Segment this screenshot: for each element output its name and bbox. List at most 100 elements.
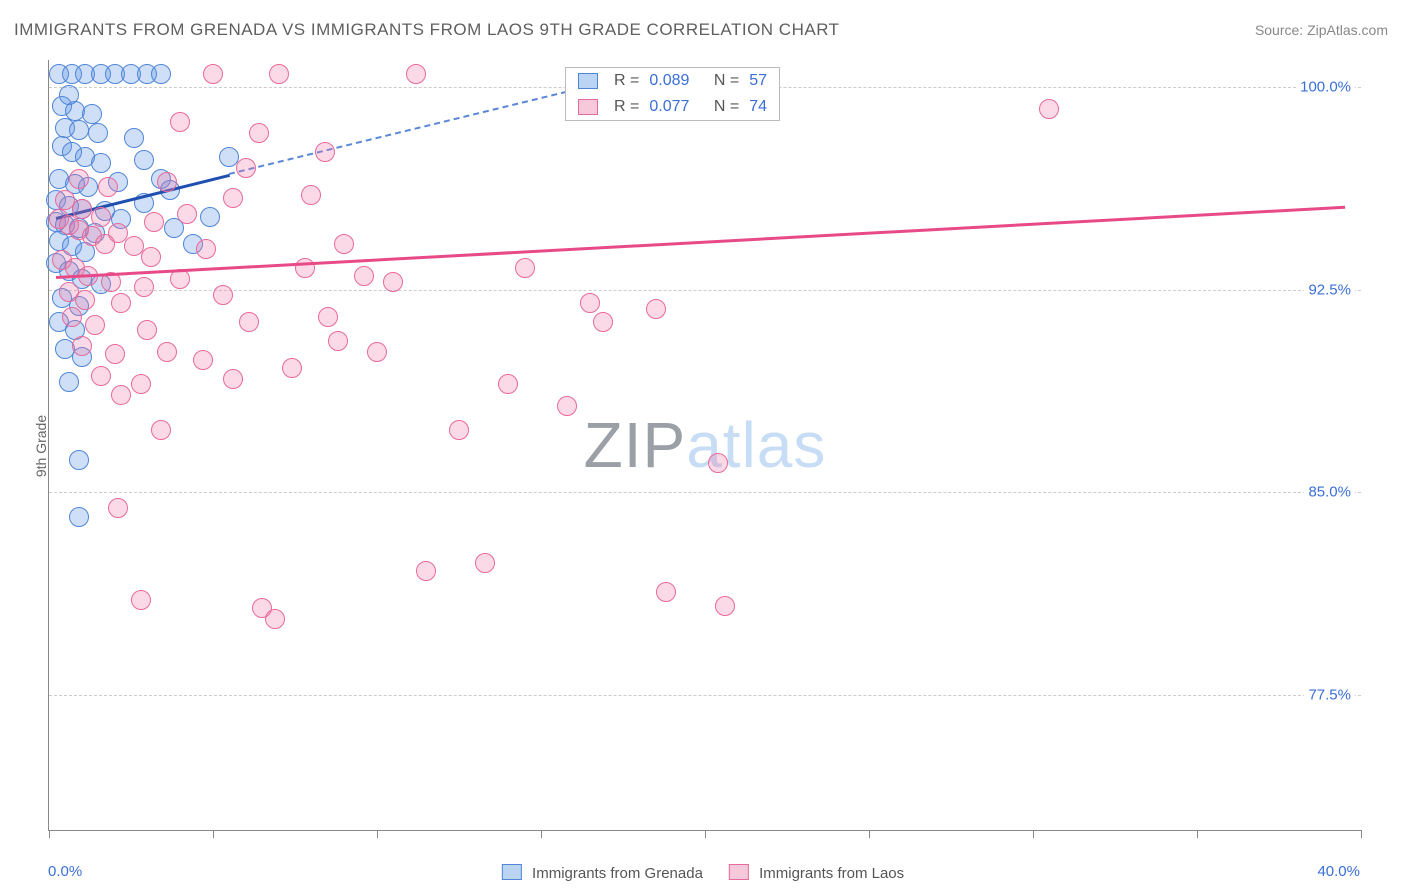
n-value: 57	[749, 72, 767, 90]
data-point-laos	[354, 266, 374, 286]
legend-label-laos: Immigrants from Laos	[759, 865, 904, 882]
legend-item-laos: Immigrants from Laos	[729, 864, 904, 882]
r-value: 0.089	[649, 72, 689, 90]
data-point-laos	[269, 64, 289, 84]
data-point-laos	[656, 582, 676, 602]
data-point-laos	[193, 350, 213, 370]
data-point-laos	[383, 272, 403, 292]
data-point-laos	[239, 312, 259, 332]
data-point-laos	[85, 315, 105, 335]
data-point-laos	[105, 344, 125, 364]
data-point-laos	[646, 299, 666, 319]
data-point-laos	[406, 64, 426, 84]
data-point-laos	[315, 142, 335, 162]
data-point-laos	[580, 293, 600, 313]
legend-label-grenada: Immigrants from Grenada	[532, 865, 703, 882]
scatter-plot-area: ZIPatlas 77.5% 85.0% 92.5% 100.0%	[48, 60, 1361, 831]
n-label: N =	[714, 72, 739, 90]
trend-line	[229, 82, 607, 176]
data-point-laos	[708, 453, 728, 473]
data-point-laos	[157, 342, 177, 362]
data-point-laos	[72, 336, 92, 356]
data-point-laos	[557, 396, 577, 416]
data-point-laos	[328, 331, 348, 351]
data-point-laos	[203, 64, 223, 84]
x-tick-first: 0.0%	[48, 863, 82, 880]
data-point-laos	[62, 307, 82, 327]
x-tick	[49, 830, 50, 838]
data-point-laos	[131, 590, 151, 610]
data-point-laos	[134, 277, 154, 297]
watermark-zip: ZIP	[584, 409, 687, 481]
data-point-laos	[367, 342, 387, 362]
y-tick-label: 77.5%	[1304, 686, 1355, 703]
data-point-laos	[223, 369, 243, 389]
x-tick	[213, 830, 214, 838]
data-point-laos	[475, 553, 495, 573]
gridline	[49, 695, 1361, 696]
data-point-laos	[498, 374, 518, 394]
r-label: R =	[614, 98, 639, 116]
legend-row-grenada: R = 0.089 N = 57	[566, 68, 779, 94]
data-point-laos	[1039, 99, 1059, 119]
x-tick	[1361, 830, 1362, 838]
legend-swatch-laos	[729, 864, 749, 880]
watermark-atlas: atlas	[686, 409, 826, 481]
data-point-laos	[318, 307, 338, 327]
data-point-laos	[131, 374, 151, 394]
data-point-laos	[449, 420, 469, 440]
data-point-laos	[301, 185, 321, 205]
x-tick	[1033, 830, 1034, 838]
data-point-grenada	[59, 85, 79, 105]
trend-line	[55, 206, 1344, 279]
x-tick	[541, 830, 542, 838]
r-value: 0.077	[649, 98, 689, 116]
data-point-laos	[72, 199, 92, 219]
data-point-laos	[144, 212, 164, 232]
data-point-grenada	[59, 372, 79, 392]
y-tick-label: 100.0%	[1296, 79, 1355, 96]
data-point-laos	[196, 239, 216, 259]
gridline	[49, 492, 1361, 493]
data-point-laos	[75, 290, 95, 310]
legend-swatch-icon	[578, 99, 598, 115]
data-point-laos	[151, 420, 171, 440]
data-point-grenada	[134, 150, 154, 170]
data-point-laos	[98, 177, 118, 197]
data-point-laos	[108, 498, 128, 518]
y-tick-label: 85.0%	[1304, 484, 1355, 501]
source-link[interactable]: ZipAtlas.com	[1307, 22, 1388, 38]
data-point-laos	[141, 247, 161, 267]
data-point-grenada	[88, 123, 108, 143]
data-point-grenada	[200, 207, 220, 227]
data-point-laos	[170, 112, 190, 132]
r-label: R =	[614, 72, 639, 90]
data-point-laos	[282, 358, 302, 378]
watermark: ZIPatlas	[584, 408, 827, 482]
bottom-legend: Immigrants from Grenada Immigrants from …	[502, 864, 904, 882]
data-point-grenada	[69, 450, 89, 470]
legend-row-laos: R = 0.077 N = 74	[566, 94, 779, 120]
n-value: 74	[749, 98, 767, 116]
data-point-grenada	[124, 128, 144, 148]
data-point-grenada	[151, 64, 171, 84]
data-point-laos	[69, 169, 89, 189]
data-point-laos	[213, 285, 233, 305]
data-point-laos	[416, 561, 436, 581]
data-point-laos	[111, 385, 131, 405]
n-label: N =	[714, 98, 739, 116]
source-label: Source:	[1255, 22, 1303, 38]
data-point-laos	[177, 204, 197, 224]
data-point-laos	[265, 609, 285, 629]
y-tick-label: 92.5%	[1304, 281, 1355, 298]
data-point-laos	[515, 258, 535, 278]
data-point-laos	[91, 207, 111, 227]
x-tick-last: 40.0%	[1317, 863, 1360, 880]
legend-swatch-grenada	[502, 864, 522, 880]
data-point-laos	[334, 234, 354, 254]
data-point-grenada	[82, 104, 102, 124]
x-tick	[869, 830, 870, 838]
data-point-laos	[108, 223, 128, 243]
legend-item-grenada: Immigrants from Grenada	[502, 864, 703, 882]
chart-title: IMMIGRANTS FROM GRENADA VS IMMIGRANTS FR…	[14, 20, 840, 40]
